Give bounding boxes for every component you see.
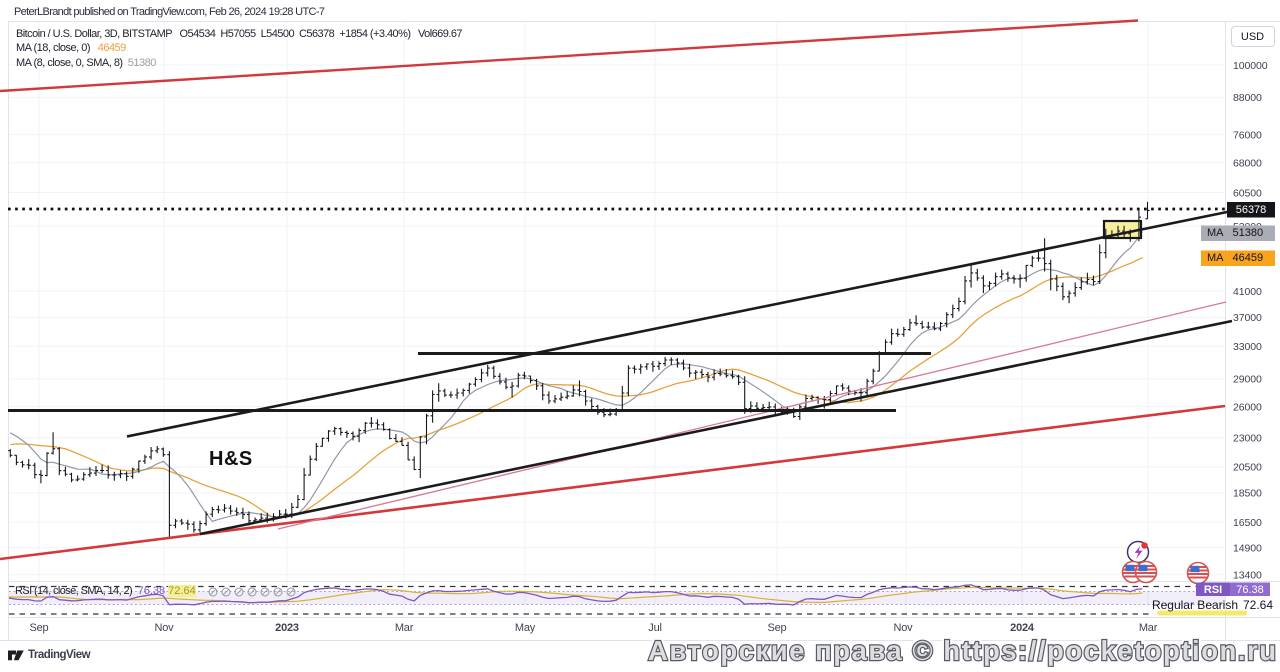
svg-text:68000: 68000: [1233, 158, 1262, 170]
svg-text:60500: 60500: [1233, 187, 1262, 199]
svg-text:14900: 14900: [1233, 543, 1262, 555]
svg-text:100000: 100000: [1233, 60, 1268, 72]
svg-text:23000: 23000: [1233, 433, 1262, 445]
svg-text:29000: 29000: [1233, 374, 1262, 386]
svg-text:16500: 16500: [1233, 517, 1262, 529]
svg-text:20500: 20500: [1233, 462, 1262, 474]
svg-text:Авторские права © https://pock: Авторские права © https://pocketoption.r…: [648, 635, 1276, 666]
svg-text:37000: 37000: [1233, 312, 1262, 324]
svg-text:33000: 33000: [1233, 341, 1262, 353]
svg-text:41000: 41000: [1233, 286, 1262, 298]
svg-text:26000: 26000: [1233, 401, 1262, 413]
svg-text:18500: 18500: [1233, 488, 1262, 500]
svg-text:13400: 13400: [1233, 570, 1262, 582]
svg-text:76000: 76000: [1233, 129, 1262, 141]
svg-text:Авторские права © https://pock: Авторские права © https://pocketoption.r…: [648, 635, 1276, 666]
svg-text:88000: 88000: [1233, 92, 1262, 104]
